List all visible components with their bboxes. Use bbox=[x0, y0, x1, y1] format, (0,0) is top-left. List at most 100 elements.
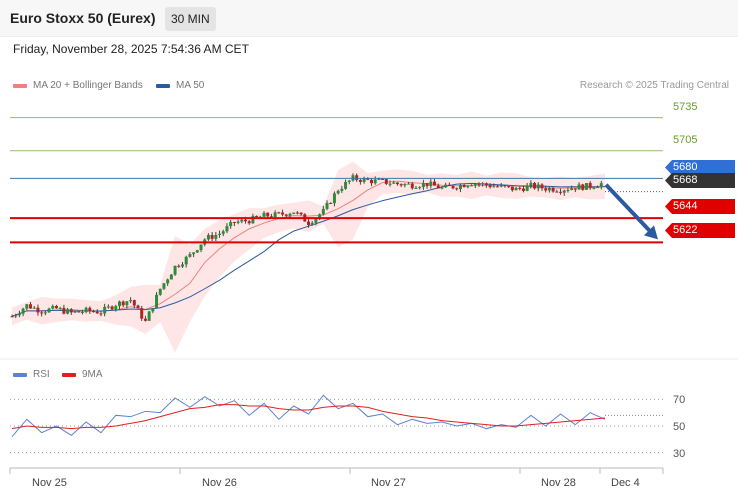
candle-body bbox=[340, 188, 344, 191]
candle-body bbox=[481, 183, 485, 185]
date-label-nov28: Nov 28 bbox=[541, 477, 576, 489]
candle-body bbox=[470, 185, 474, 187]
candle-body bbox=[444, 184, 448, 188]
legend-rsi: RSI bbox=[13, 369, 50, 380]
candle-body bbox=[36, 307, 40, 313]
candle-body bbox=[466, 185, 470, 188]
candle-body bbox=[232, 222, 236, 224]
rsi-ma-swatch-icon bbox=[62, 372, 76, 377]
candle-body bbox=[288, 213, 292, 216]
chart-credit: Research © 2025 Trading Central bbox=[579, 80, 729, 91]
candle-body bbox=[455, 188, 459, 190]
candle-body bbox=[121, 301, 125, 306]
legend-rsi-ma-label: 9MA bbox=[82, 369, 103, 380]
candle-body bbox=[473, 183, 477, 186]
candle-body bbox=[255, 215, 259, 217]
candle-body bbox=[199, 244, 203, 251]
candle-body bbox=[103, 306, 107, 314]
candle-body bbox=[54, 305, 58, 309]
candle-body bbox=[421, 183, 425, 188]
candle-body bbox=[488, 185, 492, 188]
candle-body bbox=[314, 218, 318, 223]
legend-rsi-ma: 9MA bbox=[62, 369, 103, 380]
candle-body bbox=[581, 184, 585, 190]
candle-body bbox=[125, 301, 129, 306]
candle-body bbox=[77, 311, 81, 313]
candle-body bbox=[277, 212, 281, 214]
candle-body bbox=[384, 179, 388, 184]
candle-body bbox=[551, 187, 555, 192]
candle-body bbox=[151, 308, 155, 312]
candle-body bbox=[403, 183, 407, 186]
candle-body bbox=[325, 202, 329, 209]
forecast-arrow-head bbox=[644, 225, 658, 240]
candle-body bbox=[40, 312, 44, 314]
rsi-level-50: 50 bbox=[673, 421, 686, 433]
candle-body bbox=[503, 185, 507, 187]
candle-body bbox=[180, 264, 184, 267]
candle-body bbox=[99, 313, 103, 315]
ma20-swatch-icon bbox=[13, 83, 27, 88]
candle-body bbox=[17, 313, 21, 316]
timeframe-button[interactable]: 30 MIN bbox=[165, 7, 216, 31]
candle-body bbox=[10, 316, 14, 318]
rsi-line bbox=[11, 394, 606, 437]
candle-body bbox=[143, 318, 147, 321]
candle-body bbox=[588, 183, 592, 188]
candle-body bbox=[106, 306, 110, 308]
candle-body bbox=[332, 193, 336, 204]
candle-body bbox=[88, 307, 92, 312]
candle-body bbox=[555, 191, 559, 193]
candle-body bbox=[418, 187, 422, 189]
candle-body bbox=[47, 308, 51, 313]
candle-body bbox=[210, 234, 214, 239]
candle-body bbox=[307, 221, 310, 225]
candle-body bbox=[477, 183, 481, 185]
candle-body bbox=[177, 265, 181, 267]
candle-body bbox=[462, 185, 466, 188]
candle-body bbox=[73, 311, 77, 313]
candle-body bbox=[162, 283, 166, 289]
candle-body bbox=[388, 183, 392, 185]
candle-body bbox=[58, 307, 62, 309]
candle-body bbox=[262, 212, 266, 217]
candle-body bbox=[392, 182, 396, 184]
candle-body bbox=[355, 175, 359, 180]
candle-body bbox=[295, 212, 299, 214]
candle-body bbox=[425, 183, 429, 187]
candle-body bbox=[573, 188, 577, 190]
candle-body bbox=[21, 308, 25, 314]
chart-header: Euro Stoxx 50 (Eurex) 30 MIN bbox=[0, 0, 738, 37]
candle-body bbox=[510, 186, 514, 191]
candle-body bbox=[373, 179, 377, 184]
candle-body bbox=[273, 212, 277, 218]
date-label-nov25: Nov 25 bbox=[32, 477, 67, 489]
candle-body bbox=[25, 304, 29, 309]
candle-body bbox=[499, 185, 503, 187]
candle-body bbox=[584, 183, 588, 190]
candle-body bbox=[318, 214, 322, 219]
candle-body bbox=[95, 311, 99, 314]
date-label-nov26: Nov 26 bbox=[202, 477, 237, 489]
rsi-level-30: 30 bbox=[673, 448, 686, 460]
candle-body bbox=[62, 307, 66, 314]
candle-body bbox=[536, 184, 540, 189]
forecast-arrow bbox=[604, 183, 656, 237]
candle-body bbox=[188, 254, 192, 257]
candle-body bbox=[29, 304, 33, 309]
candle-body bbox=[129, 300, 133, 302]
instrument-title: Euro Stoxx 50 (Eurex) bbox=[10, 10, 156, 26]
candle-body bbox=[559, 191, 563, 193]
candle-body bbox=[51, 305, 55, 309]
candle-body bbox=[251, 215, 255, 224]
candle-body bbox=[281, 212, 285, 215]
candle-body bbox=[592, 187, 596, 189]
legend-ma50-label: MA 50 bbox=[176, 80, 205, 91]
legend-rsi-label: RSI bbox=[33, 369, 50, 380]
candle-body bbox=[247, 221, 251, 224]
candle-body bbox=[321, 208, 325, 215]
ma50-swatch-icon bbox=[156, 83, 170, 88]
candle-body bbox=[381, 178, 385, 180]
rsi-level-70: 70 bbox=[673, 394, 686, 406]
candle-body bbox=[447, 184, 451, 186]
